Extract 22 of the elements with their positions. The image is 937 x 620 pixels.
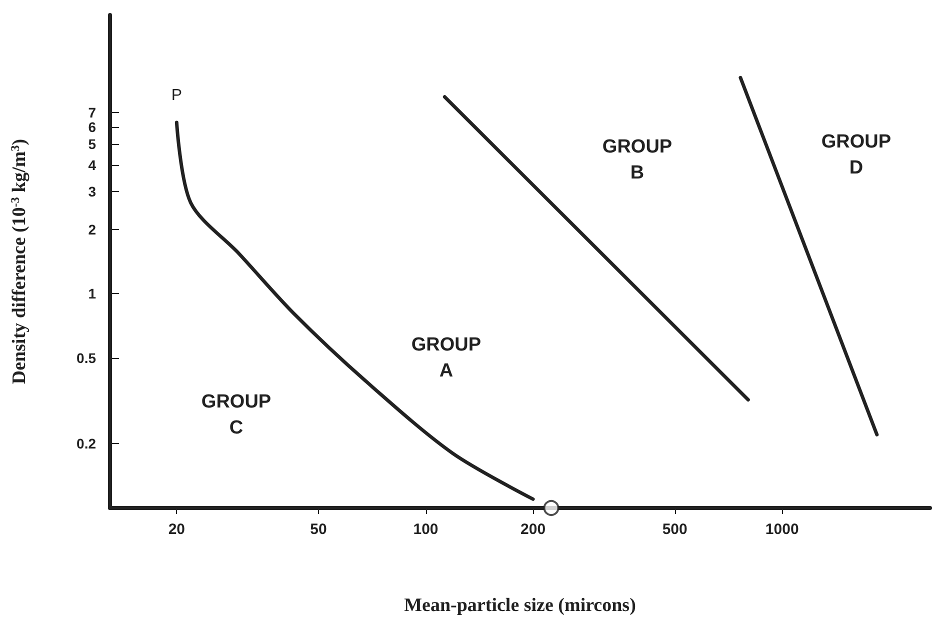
y-axis-title: Density difference (10-3 kg/m3) [8,138,30,384]
y-tick-label: 0.2 [76,436,96,452]
x-tick-label: 20 [168,521,186,538]
annotation: GROUP D [821,131,892,178]
y-tick-label: 7 [88,104,96,121]
x-axis-title: Mean-particle size (mircons) [404,595,636,616]
annotation: GROUP C [201,391,272,438]
y-tick-label: 5 [88,136,96,152]
x-tick-label: 500 [662,521,688,538]
y-tick-label: 4 [88,156,96,173]
annotation: GROUP B [602,136,672,184]
y-tick-label: 3 [88,184,96,200]
x-tick-label: 1000 [765,521,799,538]
y-tick-label: 1 [88,286,96,302]
x-tick-label: 50 [310,521,327,538]
y-tick-label: 0.5 [76,350,96,366]
x-tick-label: 100 [413,521,438,538]
y-tick-label: 2 [88,221,96,238]
annotation: GROUP A [411,334,482,382]
y-tick-label: 6 [88,119,96,136]
x-tick-label: 200 [520,521,546,538]
annotation: P [171,86,182,104]
